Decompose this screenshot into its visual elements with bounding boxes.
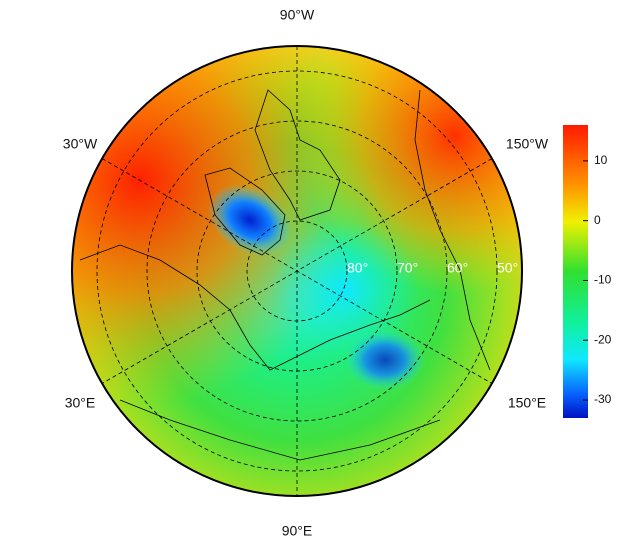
map-boundary xyxy=(71,45,523,497)
colorbar xyxy=(563,125,588,418)
meridian-label: 90°E xyxy=(282,523,313,539)
latitude-circle xyxy=(96,70,498,472)
meridian-label: 30°W xyxy=(63,136,98,152)
colorbar-tick-label: -10 xyxy=(594,273,612,287)
latitude-label: 70° xyxy=(397,260,418,276)
meridian-label: 150°W xyxy=(506,136,549,152)
meridians xyxy=(101,46,493,496)
colorbar-tick-label: 10 xyxy=(594,153,608,167)
latitude-label: 80° xyxy=(347,260,368,276)
meridian-label: 90°W xyxy=(280,7,315,23)
colorbar-tick-label: -30 xyxy=(594,392,612,406)
colorbar-tick-label: 0 xyxy=(594,213,601,227)
meridian-label: 30°E xyxy=(65,395,96,411)
latitude-label: 50° xyxy=(497,260,518,276)
colorbar-tick-label: -20 xyxy=(594,332,612,346)
latitude-label: 60° xyxy=(447,260,468,276)
latitude-circle xyxy=(146,120,448,422)
coastlines xyxy=(79,89,491,461)
meridian-label: 150°E xyxy=(508,395,546,411)
